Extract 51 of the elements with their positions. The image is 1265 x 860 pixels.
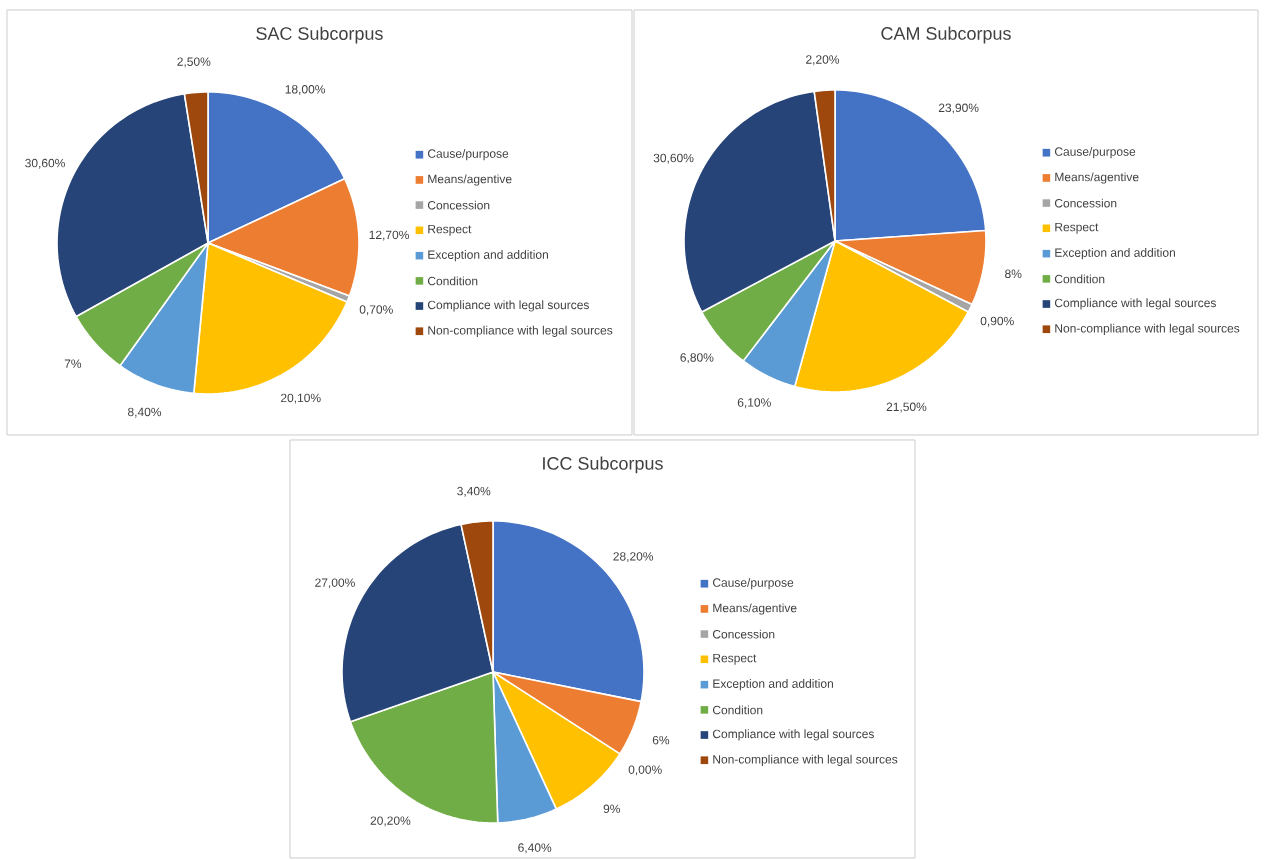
legend-label: Exception and addition — [1055, 248, 1175, 260]
data-label: 7% — [64, 359, 82, 368]
legend-label: Concession — [712, 629, 775, 639]
chart-title: ICC Subcorpus — [543, 456, 663, 474]
legend-label: Non-compliance with legal sources — [428, 325, 613, 337]
legend-label: Concession — [427, 200, 490, 210]
data-label: 6% — [652, 735, 670, 745]
data-label: 0,90% — [980, 316, 1014, 327]
legend-label: Compliance with legal sources — [712, 729, 874, 741]
data-label: 12,70% — [369, 230, 409, 241]
legend-label: Respect — [713, 653, 757, 665]
text: 0,00% — [628, 765, 662, 776]
legend-label: Exception and addition — [713, 679, 833, 691]
legend-label: Cause/purpose — [1054, 147, 1136, 159]
data-label: 6,10% — [737, 398, 771, 409]
data-label: 20,10% — [280, 393, 321, 404]
legend-label: Means/agentive — [1055, 172, 1139, 184]
data-label: 3,40% — [457, 486, 491, 497]
chart-title: CAM Subcorpus — [881, 26, 1011, 44]
legend-label: Condition — [1054, 274, 1105, 284]
data-label: 2,50% — [177, 57, 211, 68]
legend-label: Respect — [1055, 222, 1099, 234]
data-label: 6,80% — [680, 353, 714, 364]
legend-label: Cause/purpose — [712, 578, 794, 590]
legend-label: Non-compliance with legal sources — [713, 754, 898, 766]
data-label: 20,20% — [370, 816, 411, 827]
legend-label: Means/agentive — [428, 174, 512, 186]
data-label: 2,20% — [806, 55, 840, 66]
legend-label: Condition — [427, 276, 478, 286]
data-label: 8% — [1005, 269, 1022, 279]
data-label: 27,00% — [315, 578, 355, 589]
data-label: 6,40% — [518, 843, 552, 854]
legend-label: Compliance with legal sources — [427, 300, 589, 312]
data-label: 21,50% — [886, 402, 927, 413]
data-label: 8,40% — [128, 407, 162, 418]
data-label: 30,60% — [653, 153, 694, 164]
legend-label: Exception and addition — [428, 250, 548, 262]
legend-label: Condition — [712, 705, 763, 715]
legend-label: Respect — [428, 224, 472, 236]
legend-label: Compliance with legal sources — [1054, 298, 1216, 310]
legend-label: Cause/purpose — [427, 149, 509, 161]
data-label: 28,20% — [613, 552, 654, 563]
data-label: 0,70% — [359, 305, 393, 316]
legend-label: Concession — [1054, 198, 1117, 208]
chart-title: SAC Subcorpus — [256, 26, 383, 44]
data-label: 30,60% — [25, 158, 65, 169]
data-label: 9% — [603, 804, 621, 814]
data-label: 23,90% — [938, 103, 979, 114]
legend-label: Non-compliance with legal sources — [1055, 323, 1240, 335]
legend-label: Means/agentive — [713, 603, 797, 615]
data-label: 18,00% — [285, 85, 326, 95]
